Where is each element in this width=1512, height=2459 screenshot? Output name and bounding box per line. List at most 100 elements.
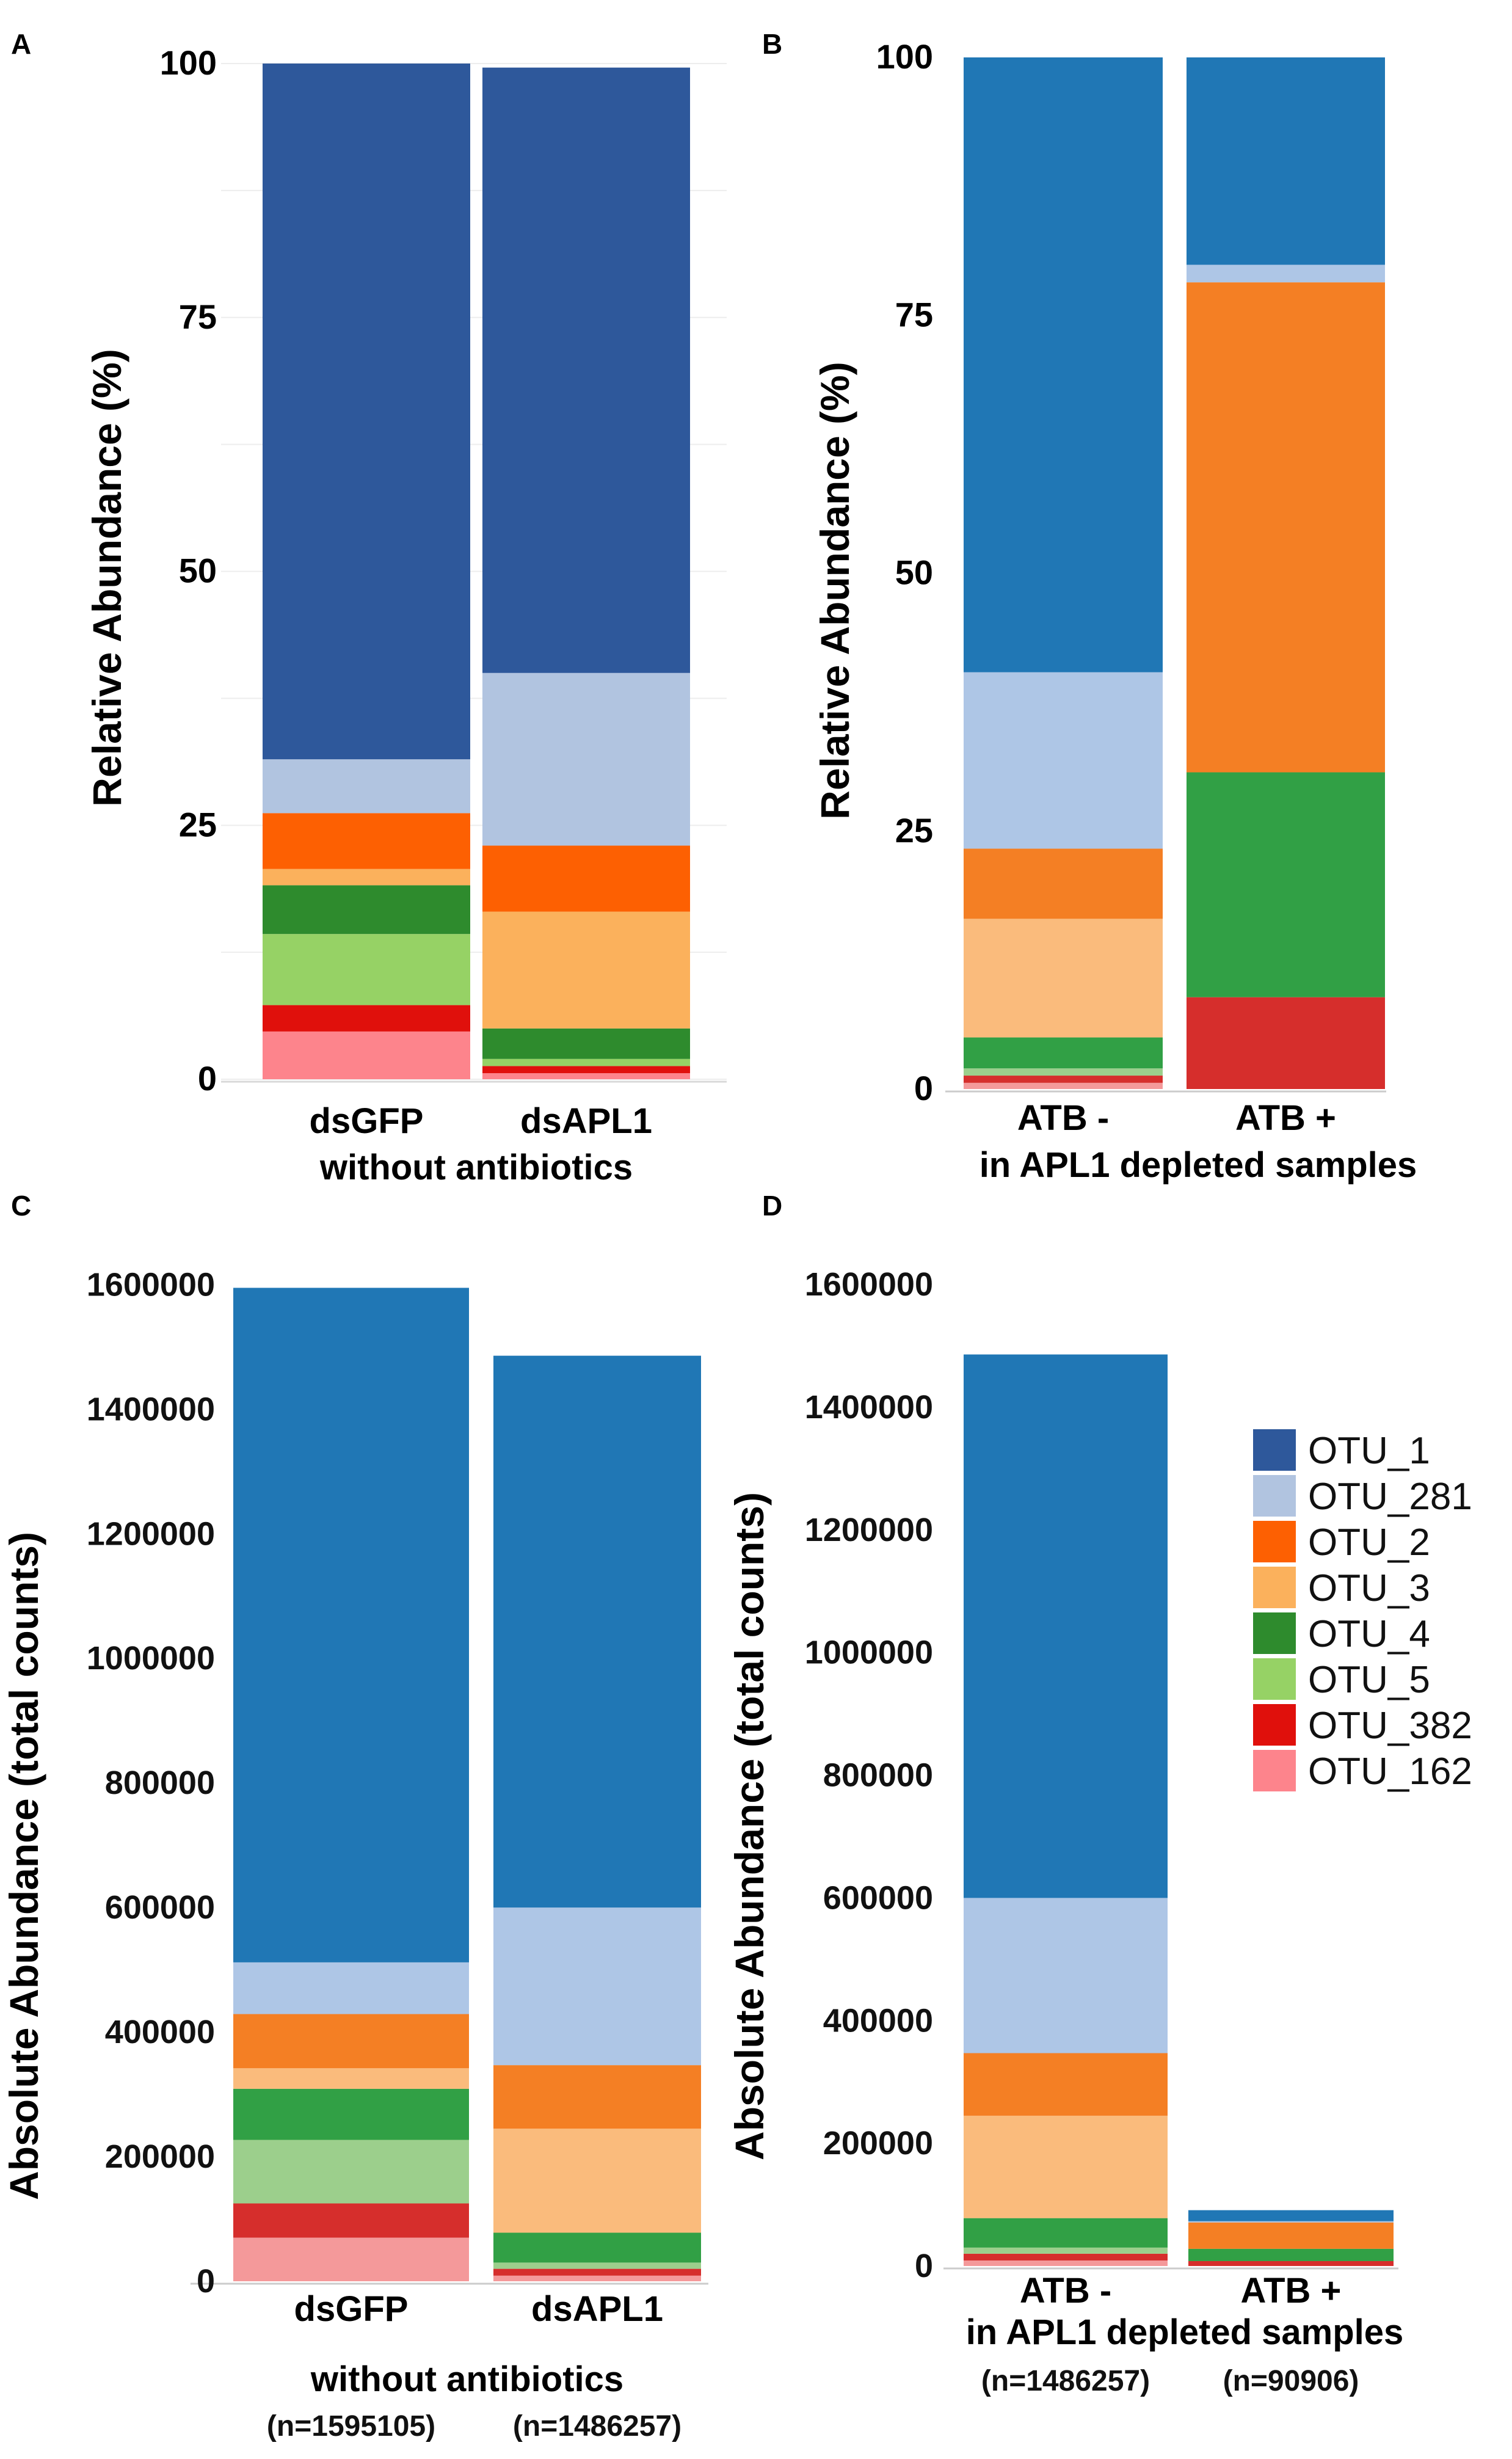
legend-label-otu-382: OTU_382 <box>1308 1705 1472 1747</box>
a-bar-segment-otu-3 <box>263 869 470 886</box>
c-y-tick-label: 1000000 <box>87 1640 215 1677</box>
d-bar-segment-otu-281 <box>1188 2221 1394 2223</box>
c-category-label: dsAPL1 <box>531 2289 663 2329</box>
legend-label-otu-2: OTU_2 <box>1308 1521 1430 1564</box>
d-bar-segment-otu-2 <box>1188 2222 1394 2249</box>
b-y-tick-label: 25 <box>895 811 933 850</box>
legend-label-otu-5: OTU_5 <box>1308 1659 1430 1701</box>
b-bar-segment-otu-4 <box>1187 772 1385 997</box>
c-y-tick-label: 0 <box>197 2263 215 2300</box>
a-y-tick-label: 0 <box>198 1059 217 1098</box>
a-y-tick-label: 100 <box>160 43 217 82</box>
legend: OTU_1OTU_281OTU_2OTU_3OTU_4OTU_5OTU_382O… <box>1253 1429 1472 1793</box>
a-y-tick-label: 50 <box>179 552 217 590</box>
d-category-label: ATB - <box>1020 2271 1111 2311</box>
b-bar-segment-otu-3 <box>964 919 1163 1038</box>
a-y-tick-label: 75 <box>179 297 217 336</box>
legend-label-otu-3: OTU_3 <box>1308 1567 1430 1609</box>
a-category-label: dsAPL1 <box>520 1101 652 1141</box>
c-y-tick-label: 1200000 <box>87 1515 215 1552</box>
c-bar-segment-otu-382 <box>493 2268 701 2276</box>
legend-label-otu-281: OTU_281 <box>1308 1476 1472 1518</box>
c-bar-segment-otu-2 <box>493 2065 701 2129</box>
b-bar-segment-otu-281 <box>1187 264 1385 283</box>
d-bar-segment-otu-281 <box>964 1898 1168 2053</box>
b-y-tick-label: 50 <box>895 553 933 592</box>
b-bar-segment-otu-281 <box>964 672 1163 849</box>
c-bar-segment-otu-5 <box>233 2140 469 2204</box>
d-bar-segment-otu-2 <box>964 2053 1168 2116</box>
c-bar-segment-otu-162 <box>493 2275 701 2281</box>
b-bar-segment-otu-2 <box>1187 282 1385 773</box>
c-y-tick-label: 600000 <box>105 1889 215 1926</box>
b-bar-segment-otu-382 <box>1187 997 1385 1089</box>
panel-a-x-axis-label: without antibiotics <box>319 1148 633 1187</box>
legend-swatch-otu-162 <box>1253 1750 1296 1791</box>
a-bar-segment-otu-5 <box>482 1058 690 1066</box>
legend-swatch-otu-2 <box>1253 1521 1296 1562</box>
panel-letter-b: B <box>762 28 782 60</box>
c-y-tick-label: 1600000 <box>87 1266 215 1303</box>
c-y-tick-label: 400000 <box>105 2014 215 2050</box>
a-bar-segment-otu-281 <box>482 672 690 846</box>
legend-swatch-otu-281 <box>1253 1475 1296 1517</box>
d-y-tick-label: 800000 <box>823 1757 933 1794</box>
d-bar-segment-otu-162 <box>964 2260 1168 2266</box>
d-bar-segment-otu-3 <box>964 2115 1168 2218</box>
panel-b-x-axis-label: in APL1 depleted samples <box>980 1145 1417 1185</box>
b-category-label: ATB + <box>1235 1098 1336 1138</box>
legend-swatch-otu-1 <box>1253 1429 1296 1471</box>
a-bar-segment-otu-3 <box>482 911 690 1029</box>
a-bar-segment-otu-281 <box>263 759 470 814</box>
legend-label-otu-162: OTU_162 <box>1308 1750 1472 1793</box>
d-y-tick-label: 1200000 <box>805 1512 933 1548</box>
a-y-tick-label: 25 <box>179 805 217 843</box>
d-y-tick-label: 1000000 <box>805 1634 933 1671</box>
c-bar-segment-otu-3 <box>493 2129 701 2233</box>
panel-b-y-axis-label: Relative Abundance (%) <box>812 362 857 819</box>
c-bar-segment-otu-4 <box>493 2232 701 2263</box>
d-y-tick-label: 600000 <box>823 1879 933 1916</box>
a-bar-segment-otu-2 <box>482 845 690 912</box>
a-bar-segment-otu-382 <box>263 1005 470 1032</box>
c-sample-count-label: (n=1486257) <box>513 2410 681 2443</box>
d-category-label: ATB + <box>1241 2271 1342 2311</box>
d-y-tick-label: 1400000 <box>805 1389 933 1426</box>
d-bar-segment-otu-382 <box>1188 2260 1394 2266</box>
a-bar-segment-otu-162 <box>482 1073 690 1079</box>
d-bar-segment-otu-1 <box>964 1354 1168 1898</box>
panel-d-x-axis-label: in APL1 depleted samples <box>966 2312 1404 2352</box>
panel-letter-d: D <box>762 1190 782 1222</box>
b-bar-segment-otu-4 <box>964 1037 1163 1069</box>
c-bar-segment-otu-1 <box>233 1288 469 1962</box>
panel-letter-a: A <box>11 28 31 60</box>
d-bar-segment-otu-1 <box>1188 2210 1394 2221</box>
c-bar-segment-otu-5 <box>493 2262 701 2269</box>
panel-letter-c: C <box>11 1190 31 1222</box>
a-bar-segment-otu-2 <box>263 813 470 869</box>
c-bar-segment-otu-2 <box>233 2014 469 2069</box>
c-bar-segment-otu-382 <box>233 2203 469 2238</box>
c-y-tick-label: 200000 <box>105 2138 215 2175</box>
c-bar-segment-otu-3 <box>233 2068 469 2089</box>
legend-swatch-otu-3 <box>1253 1567 1296 1608</box>
panel-d-y-axis-label: Absolute Abundance (total counts) <box>727 1492 772 2160</box>
legend-swatch-otu-5 <box>1253 1658 1296 1700</box>
panel-a-chart: Relative Abundance (%) without antibioti… <box>84 43 727 1187</box>
c-bar-segment-otu-162 <box>233 2237 469 2281</box>
panel-a-y-axis-label: Relative Abundance (%) <box>84 349 129 806</box>
d-y-tick-label: 0 <box>915 2248 933 2284</box>
b-category-label: ATB - <box>1017 1098 1109 1138</box>
d-y-tick-label: 200000 <box>823 2125 933 2162</box>
b-y-tick-label: 75 <box>895 295 933 333</box>
d-bar-segment-otu-4 <box>964 2218 1168 2248</box>
panel-d-chart: Absolute Abundance (total counts) in APL… <box>727 1266 1403 2397</box>
a-bar-segment-otu-5 <box>263 934 470 1005</box>
c-category-label: dsGFP <box>294 2289 409 2329</box>
legend-label-otu-1: OTU_1 <box>1308 1430 1430 1472</box>
b-bar-segment-otu-382 <box>964 1076 1163 1083</box>
d-y-tick-label: 1600000 <box>805 1266 933 1303</box>
legend-label-otu-4: OTU_4 <box>1308 1613 1430 1655</box>
c-bar-segment-otu-4 <box>233 2088 469 2140</box>
a-bar-segment-otu-1 <box>263 64 470 760</box>
